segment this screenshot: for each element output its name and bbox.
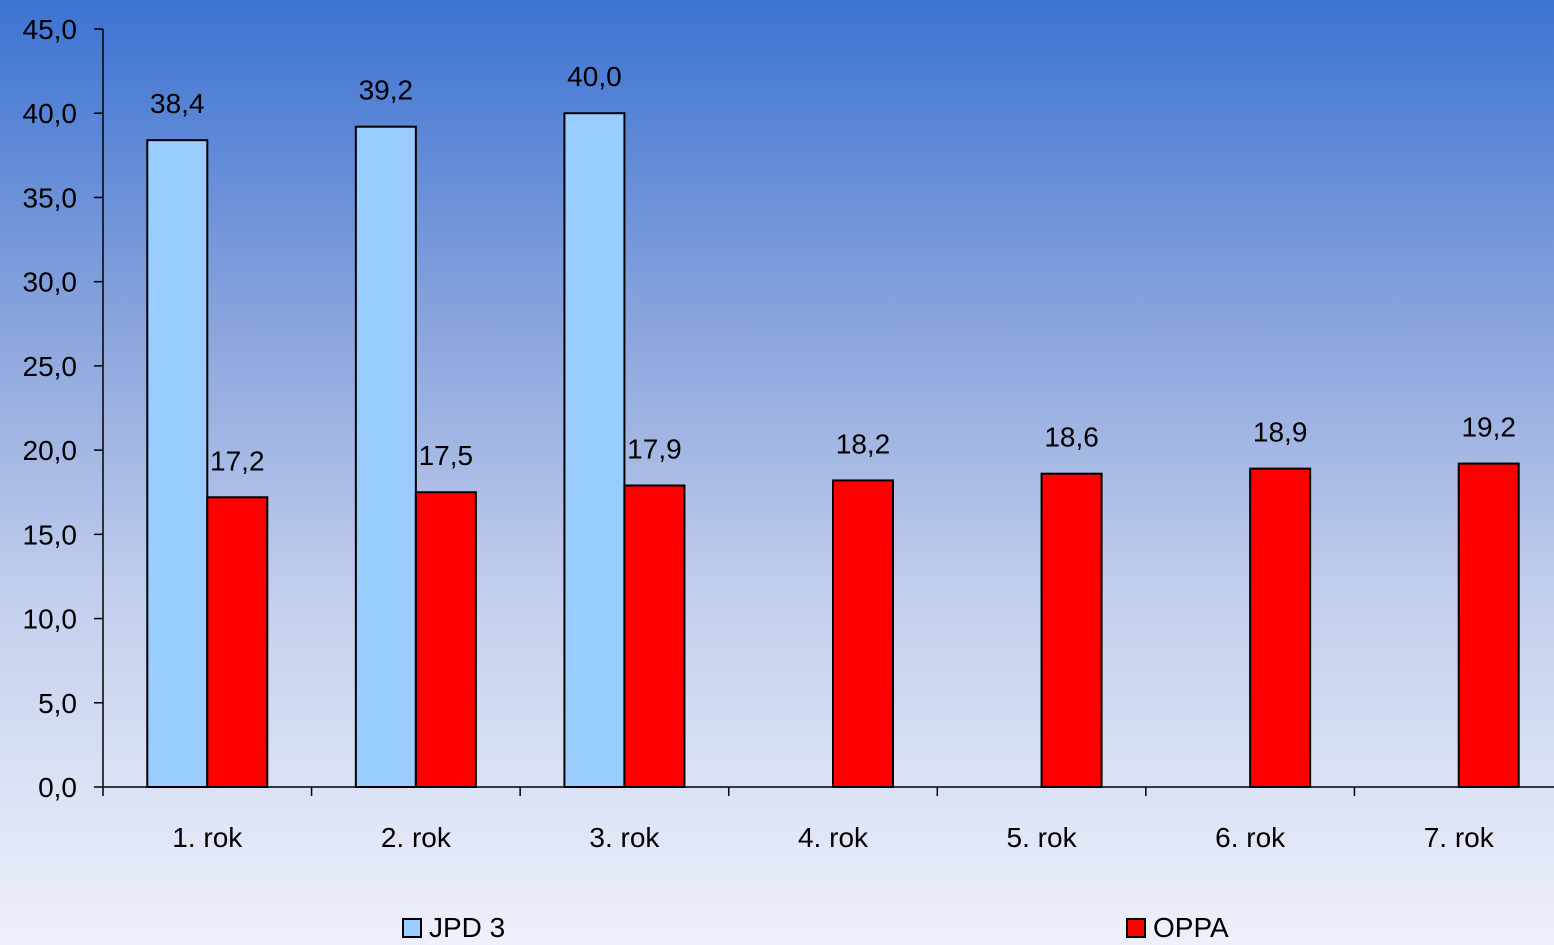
bar-jpd-3 — [563, 112, 626, 788]
x-tick-label: 4. rok — [798, 822, 869, 853]
data-label: 39,2 — [359, 75, 414, 106]
data-label: 38,4 — [150, 88, 205, 119]
bar-jpd-3 — [354, 125, 417, 789]
legend-item-oppa: OPPA — [1126, 912, 1229, 944]
bar-oppa — [623, 484, 686, 788]
bar-oppa — [206, 496, 269, 788]
legend-label-jpd3: JPD 3 — [429, 912, 506, 943]
x-tick-label: 6. rok — [1215, 822, 1286, 853]
y-tick-label: 0,0 — [38, 772, 77, 803]
y-tick-label: 15,0 — [23, 519, 78, 550]
legend-swatch-oppa — [1126, 918, 1146, 938]
y-tick-label: 35,0 — [23, 182, 78, 213]
legend-label-oppa: OPPA — [1153, 912, 1229, 943]
x-tick-label: 1. rok — [172, 822, 243, 853]
bar-jpd-3 — [146, 139, 209, 788]
data-label: 18,6 — [1044, 422, 1099, 453]
y-tick-label: 30,0 — [23, 267, 78, 298]
data-label: 17,5 — [419, 440, 474, 471]
legend-swatch-jpd3 — [402, 918, 422, 938]
legend-item-jpd3: JPD 3 — [402, 912, 505, 944]
data-label: 40,0 — [567, 61, 622, 92]
bar-oppa — [1040, 472, 1103, 788]
x-tick-label: 2. rok — [381, 822, 452, 853]
bar-oppa — [1457, 462, 1520, 788]
bar-oppa — [1249, 467, 1312, 788]
x-tick-label: 3. rok — [589, 822, 660, 853]
labels: 38,4 17,2 39,2 17,5 40,0 17,9 18,2 18,6 18,9 19,2 — [150, 61, 1516, 476]
data-label: 18,9 — [1253, 417, 1308, 448]
x-tick-label: 7. rok — [1424, 822, 1495, 853]
x-tick-label: 5. rok — [1007, 822, 1078, 853]
y-tick-label: 40,0 — [23, 98, 78, 129]
y-tick-label: 10,0 — [23, 604, 78, 635]
bars — [146, 112, 1520, 789]
y-tick-label: 20,0 — [23, 435, 78, 466]
bar-oppa — [414, 491, 477, 788]
data-label: 17,2 — [210, 445, 265, 476]
axes: 0,0 5,0 10,0 15,0 20,0 25,0 30,0 35,0 40,0 45,0 1.… — [23, 14, 1554, 853]
data-label: 19,2 — [1461, 412, 1516, 443]
bar-oppa — [832, 479, 894, 788]
data-label: 18,2 — [836, 428, 891, 459]
data-label: 17,9 — [627, 433, 682, 464]
y-tick-label: 25,0 — [23, 351, 78, 382]
y-tick-label: 5,0 — [38, 688, 77, 719]
y-tick-label: 45,0 — [23, 14, 78, 45]
